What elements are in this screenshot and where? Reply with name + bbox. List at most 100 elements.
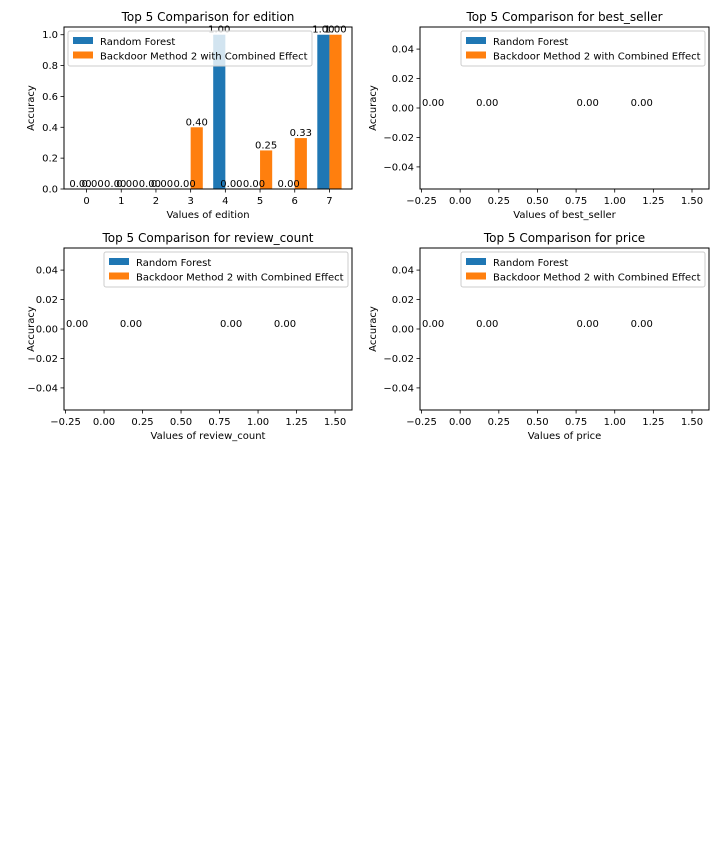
data-label: 1.00: [208, 25, 230, 36]
data-label: 1.00: [312, 25, 334, 36]
y-tick-label: 0.00: [392, 104, 414, 115]
y-tick-label: 0.04: [392, 266, 414, 277]
x-tick-label: 0.00: [93, 417, 115, 428]
legend-label: Backdoor Method 2 with Combined Effect: [493, 52, 701, 63]
subplot-3: −0.25 0.00 0.25 0.50 0.75 1.00 1.25 1.50 −0.04 −0…: [26, 231, 353, 442]
x-tick-label: 1: [118, 196, 124, 207]
data-label: 0.00: [631, 319, 653, 330]
data-label: 0.00: [116, 179, 138, 190]
y-tick-label: 0.02: [36, 295, 58, 306]
x-tick-label: 2: [153, 196, 159, 207]
x-tick-label: 0.75: [208, 417, 230, 428]
bar: [294, 138, 307, 189]
y-tick-label: 0.00: [392, 325, 414, 336]
x-tick-label: 0.00: [449, 196, 471, 207]
chart-title: Top 5 Comparison for edition: [121, 10, 295, 24]
legend-box: [460, 30, 706, 67]
y-axis-label: Accuracy: [368, 306, 379, 352]
x-tick-label: −0.25: [406, 417, 437, 428]
x-tick-label: 1.00: [247, 417, 269, 428]
data-label: 0.00: [422, 319, 444, 330]
legend-box: [103, 251, 349, 288]
x-tick-label: 6: [292, 196, 298, 207]
bar: [317, 34, 330, 189]
y-tick-label: 0.04: [392, 45, 414, 56]
x-axis-label: Values of edition: [166, 210, 249, 221]
legend: Random Forest Backdoor Method 2 with Comb…: [103, 251, 349, 288]
y-tick-label: −0.04: [383, 162, 414, 173]
x-tick-label: 1.50: [324, 417, 346, 428]
x-tick-label: 0.00: [449, 417, 471, 428]
x-tick-label: 0.25: [131, 417, 153, 428]
x-tick-label: 1.50: [681, 417, 703, 428]
y-axis-label: Accuracy: [368, 85, 379, 131]
y-tick-label: −0.04: [383, 383, 414, 394]
x-tick-label: 0.75: [565, 196, 587, 207]
legend-swatch: [466, 51, 486, 59]
y-tick-label: 1.0: [42, 30, 58, 41]
axes-frame: [63, 26, 353, 190]
legend-label: Backdoor Method 2 with Combined Effect: [136, 273, 344, 284]
legend: Random Forest Backdoor Method 2 with Comb…: [460, 30, 706, 67]
legend-box: [460, 251, 706, 288]
x-tick-label: 0.50: [526, 196, 548, 207]
legend-box: [67, 30, 313, 67]
subplot-4: −0.25 0.00 0.25 0.50 0.75 1.00 1.25 1.50 −0.04 −0…: [368, 231, 710, 442]
x-tick-label: 0.50: [526, 417, 548, 428]
x-tick-label: 1.00: [604, 196, 626, 207]
data-label: 0.00: [577, 98, 599, 109]
data-label: 0.00: [278, 179, 300, 190]
x-tick-label: 1.25: [642, 417, 664, 428]
data-label: 0.00: [66, 319, 88, 330]
data-label: 0.00: [577, 319, 599, 330]
x-tick-label: −0.25: [50, 417, 81, 428]
data-label: 0.25: [255, 140, 277, 151]
legend: Random Forest Backdoor Method 2 with Comb…: [460, 251, 706, 288]
data-label: 0.00: [104, 179, 126, 190]
y-axis-label: Accuracy: [26, 85, 37, 131]
y-tick-label: 0.2: [42, 154, 58, 165]
y-tick-label: 0.0: [42, 185, 58, 196]
y-tick-label: −0.02: [383, 354, 414, 365]
y-tick-label: −0.02: [383, 133, 414, 144]
data-label: 0.00: [81, 179, 103, 190]
bar: [213, 34, 226, 189]
y-tick-label: 0.00: [36, 325, 58, 336]
data-label: 0.00: [274, 319, 296, 330]
y-tick-label: 0.6: [42, 92, 58, 103]
chart-title: Top 5 Comparison for best_seller: [465, 10, 662, 24]
bar: [190, 127, 203, 189]
y-tick-label: 0.4: [42, 123, 58, 134]
data-label: 0.00: [139, 179, 161, 190]
data-label: 0.00: [220, 319, 242, 330]
y-tick-label: −0.04: [27, 383, 58, 394]
x-tick-label: 1.00: [604, 417, 626, 428]
bar: [260, 150, 273, 189]
data-label: 0.00: [120, 319, 142, 330]
x-tick-label: 1.25: [285, 417, 307, 428]
data-label: 1.00: [324, 25, 346, 36]
legend-swatch: [109, 272, 129, 280]
x-tick-label: 7: [326, 196, 332, 207]
x-tick-label: 0: [83, 196, 89, 207]
y-tick-label: 0.02: [392, 74, 414, 85]
data-label: 0.00: [173, 179, 195, 190]
x-axis-label: Values of best_seller: [513, 210, 616, 221]
legend-swatch: [466, 37, 486, 44]
chart-title: Top 5 Comparison for review_count: [101, 231, 313, 245]
subplot-2: −0.25 0.00 0.25 0.50 0.75 1.00 1.25 1.50 −0.04 −0…: [368, 10, 710, 221]
x-tick-label: 5: [257, 196, 263, 207]
legend-swatch: [73, 37, 93, 44]
data-label: 0.00: [220, 179, 242, 190]
x-axis-label: Values of review_count: [151, 431, 266, 442]
x-tick-label: 0.25: [488, 196, 510, 207]
bar: [329, 34, 342, 189]
legend-swatch: [466, 272, 486, 280]
legend-swatch: [466, 258, 486, 265]
chart-title: Top 5 Comparison for price: [483, 231, 645, 245]
legend-swatch: [73, 51, 93, 59]
data-label: 0.00: [631, 98, 653, 109]
data-label: 0.00: [476, 98, 498, 109]
legend-label: Random Forest: [100, 37, 175, 48]
